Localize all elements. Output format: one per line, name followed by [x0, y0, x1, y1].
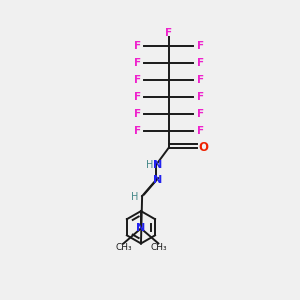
Text: H: H — [131, 192, 138, 202]
Text: F: F — [165, 28, 172, 38]
Text: F: F — [197, 58, 204, 68]
Text: F: F — [197, 126, 204, 136]
Text: F: F — [197, 41, 204, 51]
Text: N: N — [153, 175, 163, 185]
Text: H: H — [146, 160, 153, 170]
Text: F: F — [197, 75, 204, 85]
Text: F: F — [134, 41, 141, 51]
Text: F: F — [134, 109, 141, 119]
Text: O: O — [198, 141, 208, 154]
Text: F: F — [134, 126, 141, 136]
Text: N: N — [136, 224, 146, 233]
Text: F: F — [197, 109, 204, 119]
Text: F: F — [134, 58, 141, 68]
Text: CH₃: CH₃ — [115, 243, 132, 252]
Text: F: F — [134, 75, 141, 85]
Text: F: F — [134, 92, 141, 102]
Text: CH₃: CH₃ — [150, 243, 167, 252]
Text: F: F — [197, 92, 204, 102]
Text: N: N — [153, 160, 163, 170]
